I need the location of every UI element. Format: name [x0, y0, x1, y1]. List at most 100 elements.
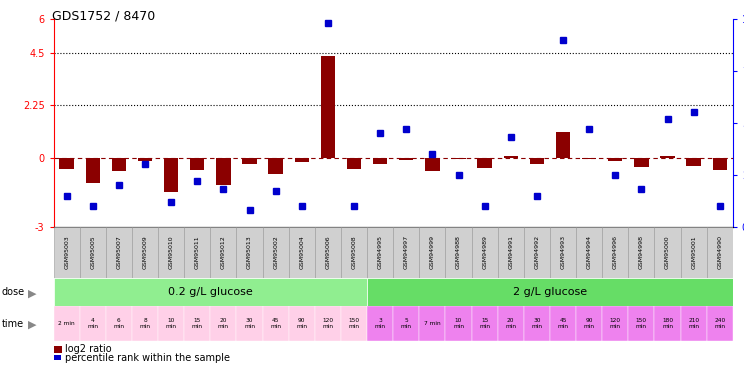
- Bar: [373, 158, 388, 164]
- FancyBboxPatch shape: [263, 227, 289, 278]
- FancyBboxPatch shape: [629, 227, 655, 278]
- Text: log2 ratio: log2 ratio: [65, 344, 112, 354]
- Text: GSM95000: GSM95000: [665, 236, 670, 269]
- FancyBboxPatch shape: [54, 227, 80, 278]
- Text: 30
min: 30 min: [531, 318, 542, 328]
- FancyBboxPatch shape: [681, 227, 707, 278]
- Bar: [112, 158, 126, 171]
- FancyBboxPatch shape: [132, 306, 158, 341]
- Text: 4
min: 4 min: [87, 318, 98, 328]
- FancyBboxPatch shape: [655, 306, 681, 341]
- Text: 150
min: 150 min: [348, 318, 359, 328]
- Bar: [295, 158, 309, 162]
- FancyBboxPatch shape: [263, 306, 289, 341]
- FancyBboxPatch shape: [472, 306, 498, 341]
- Text: 15
min: 15 min: [479, 318, 490, 328]
- FancyBboxPatch shape: [54, 306, 80, 341]
- Text: GSM95009: GSM95009: [143, 236, 147, 269]
- Text: 2 min: 2 min: [58, 321, 75, 326]
- FancyBboxPatch shape: [289, 227, 315, 278]
- FancyBboxPatch shape: [367, 227, 394, 278]
- FancyBboxPatch shape: [524, 306, 550, 341]
- Bar: [243, 158, 257, 164]
- Text: 120
min: 120 min: [322, 318, 333, 328]
- Text: GSM94995: GSM94995: [378, 235, 382, 269]
- Text: 240
min: 240 min: [714, 318, 725, 328]
- FancyBboxPatch shape: [655, 227, 681, 278]
- FancyBboxPatch shape: [498, 227, 524, 278]
- FancyBboxPatch shape: [498, 306, 524, 341]
- Text: GSM94991: GSM94991: [508, 235, 513, 269]
- Text: dose: dose: [1, 287, 25, 297]
- Text: GSM94992: GSM94992: [534, 235, 539, 269]
- Text: GSM94994: GSM94994: [587, 235, 591, 269]
- Text: 6
min: 6 min: [113, 318, 124, 328]
- Text: GSM95013: GSM95013: [247, 236, 252, 269]
- Bar: [452, 158, 466, 159]
- Bar: [164, 158, 179, 192]
- FancyBboxPatch shape: [472, 227, 498, 278]
- Text: GSM95004: GSM95004: [299, 236, 304, 269]
- FancyBboxPatch shape: [54, 278, 367, 306]
- Text: GSM95006: GSM95006: [325, 236, 330, 269]
- Text: 45
min: 45 min: [557, 318, 568, 328]
- Text: ▶: ▶: [28, 288, 36, 298]
- Text: 90
min: 90 min: [583, 318, 594, 328]
- FancyBboxPatch shape: [446, 227, 472, 278]
- Text: GSM95002: GSM95002: [273, 236, 278, 269]
- Text: GSM95011: GSM95011: [195, 236, 199, 269]
- Text: GSM94999: GSM94999: [430, 235, 435, 269]
- FancyBboxPatch shape: [707, 227, 733, 278]
- Text: GSM94997: GSM94997: [404, 235, 408, 269]
- Bar: [347, 158, 361, 169]
- Text: 15
min: 15 min: [192, 318, 203, 328]
- Text: 150
min: 150 min: [636, 318, 647, 328]
- Text: percentile rank within the sample: percentile rank within the sample: [65, 353, 231, 363]
- FancyBboxPatch shape: [106, 306, 132, 341]
- Bar: [608, 158, 623, 161]
- FancyBboxPatch shape: [394, 306, 420, 341]
- Bar: [582, 158, 597, 159]
- Text: GSM94989: GSM94989: [482, 235, 487, 269]
- Text: GSM95012: GSM95012: [221, 236, 226, 269]
- Bar: [556, 132, 570, 158]
- Text: GSM95007: GSM95007: [116, 236, 121, 269]
- Text: GSM94988: GSM94988: [456, 235, 461, 269]
- Bar: [138, 158, 153, 161]
- Text: 180
min: 180 min: [662, 318, 673, 328]
- Text: 210
min: 210 min: [688, 318, 699, 328]
- Bar: [478, 158, 492, 168]
- Text: 20
min: 20 min: [505, 318, 516, 328]
- FancyBboxPatch shape: [576, 306, 602, 341]
- Text: 30
min: 30 min: [244, 318, 255, 328]
- Text: 10
min: 10 min: [166, 318, 176, 328]
- Text: time: time: [1, 319, 24, 328]
- FancyBboxPatch shape: [420, 306, 446, 341]
- FancyBboxPatch shape: [158, 306, 185, 341]
- Bar: [504, 156, 518, 158]
- FancyBboxPatch shape: [80, 227, 106, 278]
- Text: GSM95010: GSM95010: [169, 236, 173, 269]
- FancyBboxPatch shape: [367, 278, 733, 306]
- FancyBboxPatch shape: [211, 306, 237, 341]
- Text: GSM95003: GSM95003: [64, 236, 69, 269]
- FancyBboxPatch shape: [446, 306, 472, 341]
- Text: 20
min: 20 min: [218, 318, 229, 328]
- FancyBboxPatch shape: [629, 306, 655, 341]
- FancyBboxPatch shape: [341, 306, 367, 341]
- FancyBboxPatch shape: [185, 306, 211, 341]
- Text: 7 min: 7 min: [424, 321, 440, 326]
- Bar: [321, 56, 335, 158]
- FancyBboxPatch shape: [550, 227, 576, 278]
- Text: ▶: ▶: [28, 320, 36, 330]
- Text: 0.2 g/L glucose: 0.2 g/L glucose: [168, 286, 253, 297]
- Text: GSM94993: GSM94993: [560, 235, 565, 269]
- FancyBboxPatch shape: [237, 227, 263, 278]
- FancyBboxPatch shape: [550, 306, 576, 341]
- Bar: [687, 158, 701, 166]
- FancyBboxPatch shape: [185, 227, 211, 278]
- Bar: [86, 158, 100, 183]
- FancyBboxPatch shape: [524, 227, 550, 278]
- FancyBboxPatch shape: [602, 227, 629, 278]
- Text: GDS1752 / 8470: GDS1752 / 8470: [52, 9, 155, 22]
